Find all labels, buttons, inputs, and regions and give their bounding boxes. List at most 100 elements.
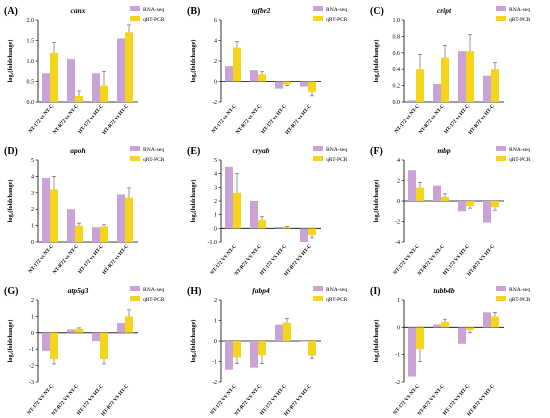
y-tick-label: 0.5 bbox=[27, 80, 35, 86]
y-tick-label: 0.8 bbox=[393, 34, 401, 40]
y-tick-label: 3 bbox=[214, 185, 217, 191]
x-tick-label: NT-172 vs NT-C bbox=[211, 103, 239, 134]
y-tick-label: 2 bbox=[214, 59, 217, 65]
gene-title: tubb4b bbox=[433, 286, 455, 295]
bar-rna-seq-2 bbox=[250, 341, 258, 368]
bar-rna-seq-3 bbox=[92, 227, 100, 242]
gene-title: fabp4 bbox=[252, 286, 270, 295]
legend-label-rna: RNA-seq bbox=[326, 147, 347, 153]
y-tick-label: 4 bbox=[397, 158, 400, 164]
y-tick-label: 3 bbox=[31, 191, 34, 197]
y-tick-label: 4 bbox=[214, 39, 217, 45]
bar-rna-seq-3 bbox=[458, 201, 466, 212]
bar-rna-seq-4 bbox=[483, 201, 491, 223]
bar-rna-seq-3 bbox=[275, 324, 283, 341]
x-tick-label: NT-R72 vs NT-C bbox=[235, 103, 263, 135]
x-tick-label: HT-R72 vs HT-C bbox=[101, 243, 130, 276]
x-tick-label: NT-172 VS NT-C bbox=[392, 243, 421, 276]
legend-label-qpcr: qRT-PCR bbox=[326, 297, 348, 303]
y-axis-label: log₂(foldchange) bbox=[373, 180, 380, 223]
x-tick-label: NT-172 VS NT-C bbox=[209, 383, 238, 416]
bar-qrt-pcr-1 bbox=[416, 69, 424, 102]
gene-title: mbp bbox=[437, 146, 451, 155]
legend-swatch-rna bbox=[313, 146, 323, 151]
bar-rna-seq-1 bbox=[408, 100, 416, 102]
y-tick-label: 0 bbox=[397, 325, 400, 331]
panel-letter: (E) bbox=[187, 146, 200, 157]
x-tick-label: HT-R72 VS HT-C bbox=[283, 383, 313, 417]
y-tick-label: -2 bbox=[395, 380, 400, 386]
y-tick-label: 1 bbox=[31, 314, 34, 320]
legend-label-qpcr: qRT-PCR bbox=[326, 17, 348, 23]
bar-rna-seq-4 bbox=[300, 341, 308, 342]
legend-swatch-rna bbox=[496, 146, 506, 151]
panel-letter: (G) bbox=[4, 286, 18, 297]
x-tick-label: HT-172 vs HT-C bbox=[77, 103, 105, 135]
bar-rna-seq-3 bbox=[458, 327, 466, 344]
y-tick-label: 1.0 bbox=[27, 59, 35, 65]
bar-rna-seq-1 bbox=[42, 73, 50, 102]
bar-qrt-pcr-2 bbox=[75, 95, 83, 102]
bar-qrt-pcr-3 bbox=[283, 81, 291, 85]
bar-rna-seq-1 bbox=[408, 170, 416, 201]
bar-rna-seq-2 bbox=[250, 70, 258, 82]
legend-label-rna: RNA-seq bbox=[326, 7, 347, 13]
bar-rna-seq-4 bbox=[117, 194, 125, 242]
y-tick-label: 5 bbox=[31, 158, 34, 164]
legend-swatch-rna bbox=[496, 286, 506, 291]
y-tick-label: 0 bbox=[214, 339, 217, 345]
bar-qrt-pcr-2 bbox=[258, 341, 266, 356]
bar-qrt-pcr-4 bbox=[308, 341, 316, 356]
bar-qrt-pcr-3 bbox=[100, 226, 108, 242]
y-tick-label: -1 bbox=[395, 353, 400, 359]
y-tick-label: 0 bbox=[31, 331, 34, 337]
y-tick-label: 2 bbox=[31, 298, 34, 304]
bar-qrt-pcr-1 bbox=[416, 187, 424, 201]
bar-rna-seq-2 bbox=[67, 329, 75, 333]
legend-swatch-qpcr bbox=[130, 296, 140, 301]
bar-rna-seq-3 bbox=[92, 73, 100, 102]
panel-letter: (F) bbox=[370, 146, 383, 157]
y-axis-label: log₂(foldchange) bbox=[373, 40, 380, 83]
x-tick-label: NT-172 vs NT-C bbox=[394, 103, 422, 134]
bar-rna-seq-3 bbox=[458, 51, 466, 102]
y-tick-label: -4 bbox=[395, 240, 400, 246]
bar-qrt-pcr-4 bbox=[308, 81, 316, 92]
bar-qrt-pcr-4 bbox=[491, 69, 499, 102]
bar-rna-seq-2 bbox=[67, 209, 75, 242]
bar-qrt-pcr-3 bbox=[466, 327, 474, 331]
y-tick-label: 0.0 bbox=[393, 100, 401, 106]
legend-label-qpcr: qRT-PCR bbox=[143, 297, 165, 303]
x-tick-label: NT-172 vs NT-C bbox=[28, 243, 56, 274]
y-tick-label: 0 bbox=[31, 240, 34, 246]
bar-rna-seq-2 bbox=[67, 58, 75, 102]
y-tick-label: -1.0 bbox=[208, 240, 218, 246]
y-tick-label: 0.2 bbox=[393, 84, 401, 90]
bar-rna-seq-2 bbox=[250, 201, 258, 229]
bar-qrt-pcr-2 bbox=[75, 328, 83, 333]
y-tick-label: 4 bbox=[214, 172, 217, 178]
gene-title: cript bbox=[437, 6, 452, 15]
bar-qrt-pcr-1 bbox=[50, 332, 58, 360]
y-tick-label: -2 bbox=[29, 364, 34, 370]
legend-swatch-qpcr bbox=[496, 16, 506, 21]
bar-rna-seq-2 bbox=[433, 83, 441, 102]
y-tick-label: 6 bbox=[214, 18, 217, 24]
x-tick-label: HT-R72 vs HT-C bbox=[467, 103, 496, 136]
bar-rna-seq-4 bbox=[117, 322, 125, 333]
bar-qrt-pcr-1 bbox=[50, 52, 58, 102]
gene-title: canx bbox=[71, 6, 86, 15]
x-tick-label: NT-R72 vs NT-C bbox=[52, 103, 80, 135]
x-tick-label: HT-R72 VS HT-C bbox=[283, 243, 313, 277]
y-tick-label: 1.0 bbox=[393, 18, 401, 24]
legend-swatch-qpcr bbox=[130, 16, 140, 21]
y-tick-label: 1 bbox=[31, 224, 34, 230]
bar-rna-seq-4 bbox=[300, 81, 308, 87]
y-tick-label: -2 bbox=[212, 380, 217, 386]
chart-panel-a: (A) canx RNA-seq qRT-PCR 0.0 0.5 1.0 1.5 2.0 log₂… bbox=[4, 6, 165, 136]
legend-swatch-rna bbox=[130, 6, 140, 11]
bar-qrt-pcr-1 bbox=[233, 192, 241, 229]
y-tick-label: 1 bbox=[397, 298, 400, 304]
panel-letter: (I) bbox=[370, 286, 381, 297]
legend-label-rna: RNA-seq bbox=[326, 287, 347, 293]
